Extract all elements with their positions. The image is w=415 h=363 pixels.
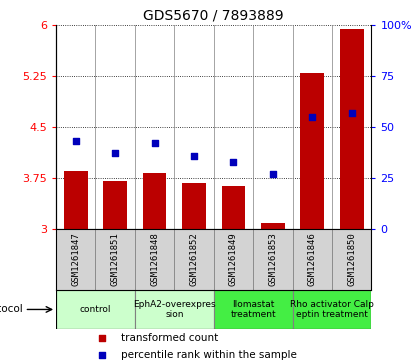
Point <box>309 114 315 120</box>
Text: GSM1261853: GSM1261853 <box>269 233 277 286</box>
Point <box>99 335 105 341</box>
Point <box>112 151 119 156</box>
Point <box>270 171 276 177</box>
Point <box>151 140 158 146</box>
Point <box>349 110 355 116</box>
Text: transformed count: transformed count <box>121 333 218 343</box>
Bar <box>222 186 245 229</box>
Text: GSM1261851: GSM1261851 <box>111 233 120 286</box>
FancyBboxPatch shape <box>214 290 293 329</box>
Bar <box>182 183 206 229</box>
Bar <box>103 181 127 229</box>
Text: protocol: protocol <box>0 305 22 314</box>
FancyBboxPatch shape <box>135 290 214 329</box>
FancyBboxPatch shape <box>293 290 371 329</box>
Text: GSM1261852: GSM1261852 <box>190 233 198 286</box>
Text: GSM1261846: GSM1261846 <box>308 233 317 286</box>
Text: GSM1261847: GSM1261847 <box>71 233 80 286</box>
Title: GDS5670 / 7893889: GDS5670 / 7893889 <box>144 9 284 23</box>
Text: EphA2-overexpres
sion: EphA2-overexpres sion <box>133 300 216 319</box>
Bar <box>143 173 166 229</box>
Text: GSM1261850: GSM1261850 <box>347 233 356 286</box>
Bar <box>261 223 285 229</box>
Bar <box>64 171 88 229</box>
Point <box>99 352 105 358</box>
Bar <box>300 73 324 229</box>
Point <box>230 159 237 164</box>
Text: percentile rank within the sample: percentile rank within the sample <box>121 350 297 360</box>
Text: Ilomastat
treatment: Ilomastat treatment <box>230 300 276 319</box>
Point <box>73 138 79 144</box>
Text: control: control <box>80 305 111 314</box>
Text: GSM1261848: GSM1261848 <box>150 233 159 286</box>
Text: Rho activator Calp
eptin treatment: Rho activator Calp eptin treatment <box>290 300 374 319</box>
FancyBboxPatch shape <box>56 290 135 329</box>
Text: GSM1261849: GSM1261849 <box>229 233 238 286</box>
Bar <box>340 29 364 229</box>
Point <box>190 152 198 158</box>
